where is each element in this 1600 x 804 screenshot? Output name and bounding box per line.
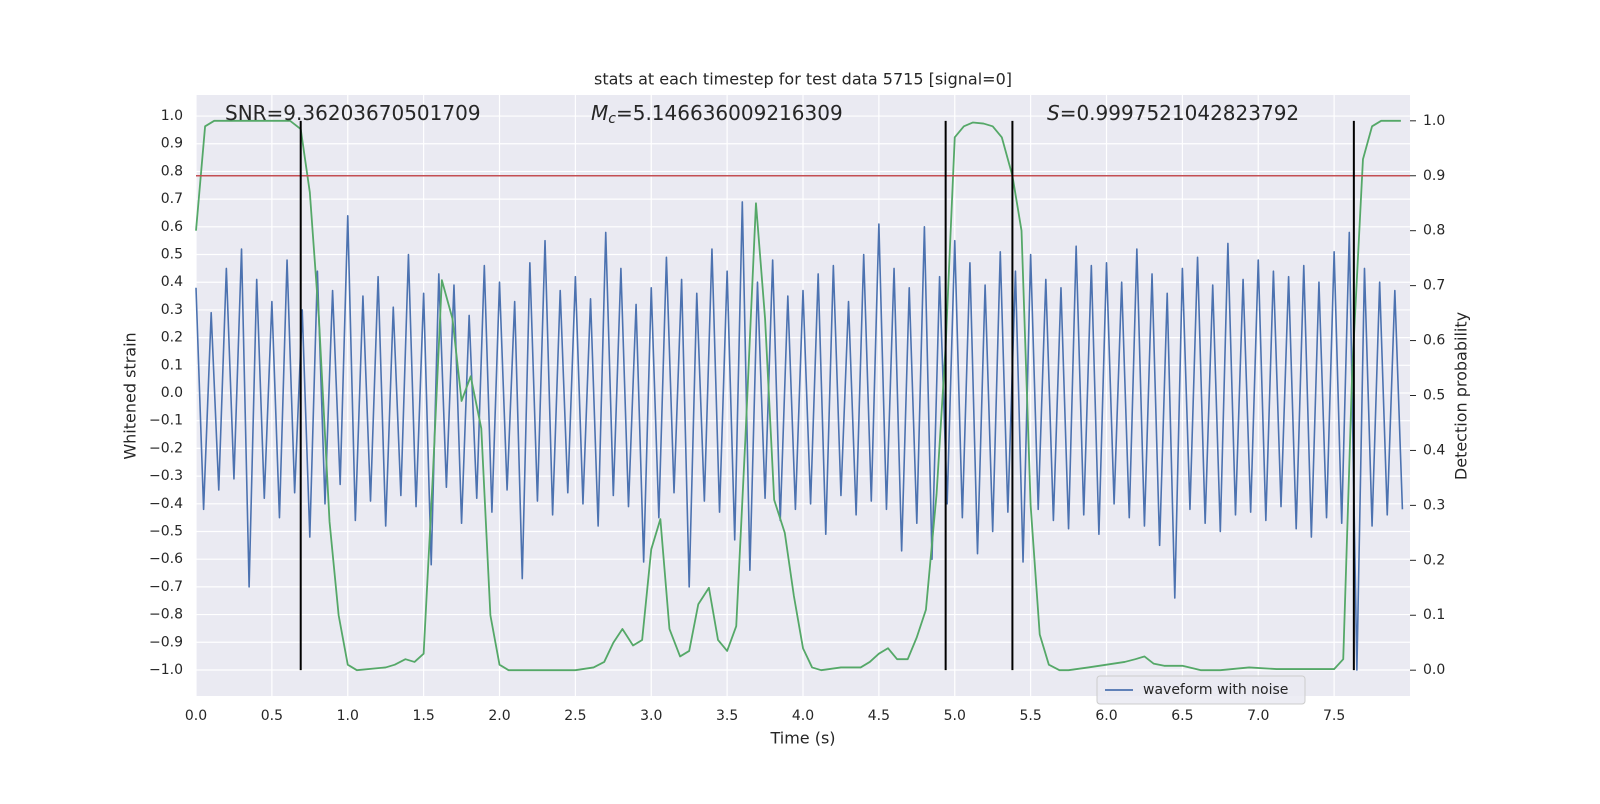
annotation: S=0.9997521042823792 bbox=[1047, 101, 1299, 125]
annotation-text: SNR=9.36203670501709 bbox=[225, 101, 481, 125]
y-tick-label: 0.0 bbox=[161, 385, 183, 401]
legend-label: waveform with noise bbox=[1143, 682, 1288, 698]
probability-line bbox=[195, 119, 1401, 672]
y2-tick-label: 0.1 bbox=[1423, 607, 1445, 623]
y2-tick-label: 0.7 bbox=[1423, 278, 1445, 294]
y2-tick-label: 0.9 bbox=[1423, 168, 1445, 184]
x-tick-label: 1.5 bbox=[412, 708, 434, 724]
x-tick-label: 0.5 bbox=[261, 708, 283, 724]
y-tick-label: −0.1 bbox=[149, 413, 183, 429]
x-tick-label: 5.5 bbox=[1019, 708, 1041, 724]
x-tick-label: 6.5 bbox=[1171, 708, 1193, 724]
y-tick-label: −0.2 bbox=[149, 440, 183, 456]
y-tick-label: −0.4 bbox=[149, 496, 183, 512]
annotation-subscript: c bbox=[608, 111, 616, 127]
legend-box bbox=[1096, 675, 1306, 705]
annotation: SNR=9.36203670501709 bbox=[225, 101, 481, 125]
x-tick-label: 2.5 bbox=[564, 708, 586, 724]
y-tick-label: −0.3 bbox=[149, 468, 183, 484]
y2-tick-label: 0.0 bbox=[1423, 662, 1445, 678]
annotation-text: =5.146636009216309 bbox=[616, 101, 843, 125]
x-tick-label: 7.5 bbox=[1323, 708, 1345, 724]
y-tick-label: 0.3 bbox=[161, 302, 183, 318]
chart-title: stats at each timestep for test data 571… bbox=[594, 70, 1012, 89]
y-tick-label: 0.8 bbox=[161, 163, 183, 179]
y2-tick-label: 0.4 bbox=[1423, 442, 1445, 458]
y2-tick-label: 0.3 bbox=[1423, 497, 1445, 513]
y-tick-label: −1.0 bbox=[149, 662, 183, 678]
x-tick-label: 2.0 bbox=[488, 708, 510, 724]
y2-tick-label: 0.6 bbox=[1423, 333, 1445, 349]
x-tick-label: 0.0 bbox=[185, 708, 207, 724]
x-tick-label: 6.0 bbox=[1095, 708, 1117, 724]
y2-tick-label: 0.8 bbox=[1423, 223, 1445, 239]
annotation-symbol: S bbox=[1047, 101, 1060, 125]
x-tick-label: 4.5 bbox=[868, 708, 890, 724]
x-tick-label: 1.0 bbox=[337, 708, 359, 724]
y-tick-label: −0.9 bbox=[149, 634, 183, 650]
x-tick-label: 7.0 bbox=[1247, 708, 1269, 724]
y-tick-label: 0.2 bbox=[161, 330, 183, 346]
y-tick-label: 0.4 bbox=[161, 274, 183, 290]
annotation: Mc=5.146636009216309 bbox=[591, 101, 843, 128]
y-tick-label: 0.7 bbox=[161, 191, 183, 207]
waveform-line bbox=[195, 201, 1404, 671]
y2-axis-label: Detection probability bbox=[1452, 312, 1471, 480]
y2-tick-label: 0.2 bbox=[1423, 552, 1445, 568]
x-tick-label: 5.0 bbox=[944, 708, 966, 724]
y-tick-label: −0.6 bbox=[149, 551, 183, 567]
x-tick-label: 3.5 bbox=[716, 708, 738, 724]
annotation-text: =0.9997521042823792 bbox=[1060, 101, 1299, 125]
x-tick-label: 3.0 bbox=[640, 708, 662, 724]
y2-tick-label: 0.5 bbox=[1423, 388, 1445, 404]
y-tick-label: −0.8 bbox=[149, 607, 183, 623]
y-tick-label: −0.5 bbox=[149, 523, 183, 539]
y-tick-label: 0.6 bbox=[161, 219, 183, 235]
x-axis-label: Time (s) bbox=[769, 729, 835, 748]
y-tick-label: 0.9 bbox=[161, 136, 183, 152]
y-tick-label: 1.0 bbox=[161, 108, 183, 124]
y-tick-label: 0.1 bbox=[161, 357, 183, 373]
y-tick-label: 0.5 bbox=[161, 247, 183, 263]
x-tick-label: 4.0 bbox=[792, 708, 814, 724]
y2-tick-label: 1.0 bbox=[1423, 113, 1445, 129]
y-tick-label: −0.7 bbox=[149, 579, 183, 595]
y-axis-label: Whitened strain bbox=[121, 332, 140, 459]
annotation-symbol: M bbox=[591, 101, 608, 125]
